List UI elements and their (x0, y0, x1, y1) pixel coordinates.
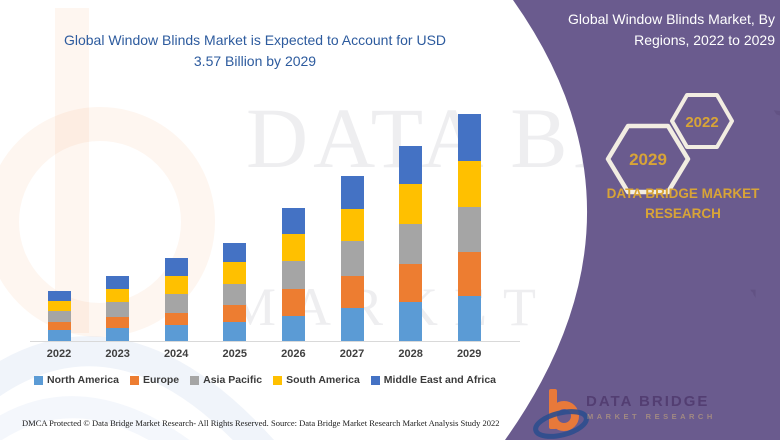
bar-segment-asia-pacific (340, 241, 364, 276)
panel-title: Global Window Blinds Market, By Regions,… (525, 9, 775, 51)
bar-segment-europe (164, 313, 188, 325)
bar-segment-middle-east-and-africa (340, 176, 364, 209)
logo-text-data-bridge: DATA BRIDGE (586, 393, 710, 410)
legend-swatch-icon (190, 375, 200, 385)
bar-segment-asia-pacific (106, 302, 130, 317)
bar-segment-middle-east-and-africa (47, 291, 71, 301)
x-axis-label-2025: 2025 (222, 348, 248, 360)
x-axis-label-2026: 2026 (281, 348, 306, 360)
legend-swatch-icon (129, 375, 139, 385)
bar-segment-europe (457, 252, 481, 296)
logo-text-market-research: MARKET RESEARCH (587, 412, 716, 421)
hexagon-2029-icon (605, 123, 691, 195)
bar-segment-north-america (281, 316, 305, 341)
brand-line1: DATA BRIDGE MARKET (606, 186, 760, 201)
panel-title-line2: Regions, 2022 to 2029 (634, 32, 775, 48)
bar-segment-south-america (457, 161, 481, 207)
brand-line2: RESEARCH (645, 206, 721, 221)
plot-area (30, 100, 520, 342)
legend-swatch-icon (370, 375, 380, 385)
bar-segment-europe (106, 317, 130, 328)
legend-label: Middle East and Africa (383, 374, 497, 386)
bar-2028 (399, 146, 423, 341)
x-axis-label-2024: 2024 (163, 348, 189, 360)
legend-item-europe: Europe (129, 374, 180, 386)
source-note: Source: Data Bridge Market Research Mark… (271, 418, 500, 428)
legend-item-north-america: North America (33, 374, 119, 386)
bar-segment-europe (399, 264, 423, 302)
bar-segment-middle-east-and-africa (281, 208, 305, 234)
bar-segment-north-america (106, 328, 130, 341)
x-axis-label-2022: 2022 (46, 348, 72, 360)
bar-2024 (164, 258, 188, 341)
legend-swatch-icon (273, 375, 283, 385)
chart-title-line2: 3.57 Billion by 2029 (193, 53, 317, 69)
bar-2027 (340, 176, 364, 341)
bar-segment-europe (223, 305, 247, 322)
chart-title-line1: Global Window Blinds Market is Expected … (63, 32, 447, 48)
bar-2022 (47, 291, 71, 341)
legend-item-south-america: South America (273, 374, 360, 386)
bar-segment-asia-pacific (281, 261, 305, 289)
bar-segment-north-america (340, 308, 364, 341)
bar-segment-south-america (281, 234, 305, 261)
bar-segment-north-america (399, 302, 423, 341)
bar-2026 (281, 208, 305, 341)
panel-title-line1: Global Window Blinds Market, By (568, 11, 775, 27)
legend-item-middle-east-and-africa: Middle East and Africa (370, 374, 497, 386)
bar-segment-north-america (47, 330, 71, 341)
hexagon-2029-label: 2029 (629, 150, 667, 169)
legend-label: South America (286, 374, 360, 386)
legend-label: North America (46, 374, 119, 386)
bar-segment-north-america (457, 296, 481, 341)
bar-segment-asia-pacific (457, 207, 481, 252)
bar-segment-north-america (164, 325, 188, 341)
bar-segment-south-america (106, 289, 130, 302)
bar-segment-middle-east-and-africa (399, 146, 423, 184)
x-axis-label-2027: 2027 (339, 348, 365, 360)
bar-2025 (223, 243, 247, 341)
legend-item-asia-pacific: Asia Pacific (190, 374, 262, 386)
bar-2023 (106, 276, 130, 341)
x-axis-label-2023: 2023 (105, 348, 130, 360)
x-axis: 2022 2023 2024 2025 2026 2027 2028 2029 (30, 348, 520, 364)
bar-segment-europe (47, 322, 71, 330)
bar-segment-north-america (223, 322, 247, 341)
x-axis-line (30, 341, 520, 342)
bar-segment-middle-east-and-africa (457, 114, 481, 161)
legend-swatch-icon (33, 375, 43, 385)
bar-segment-south-america (164, 276, 188, 294)
bar-segment-middle-east-and-africa (106, 276, 130, 289)
legend: North America Europe Asia Pacific South Ame… (10, 374, 520, 386)
x-axis-label-2028: 2028 (398, 348, 423, 360)
bar-segment-south-america (223, 262, 247, 284)
chart-title: Global Window Blinds Market is Expected … (20, 30, 490, 72)
bar-segment-asia-pacific (223, 284, 247, 305)
bar-segment-south-america (47, 301, 71, 311)
legend-label: Europe (142, 374, 180, 386)
bar-segment-asia-pacific (164, 294, 188, 313)
brand-text: DATA BRIDGE MARKET RESEARCH (576, 184, 780, 224)
hexagon-2022-label: 2022 (685, 114, 718, 131)
bar-segment-middle-east-and-africa (223, 243, 247, 262)
bar-segment-middle-east-and-africa (164, 258, 188, 276)
bar-segment-south-america (340, 209, 364, 241)
hexagon-2022-icon (670, 93, 734, 149)
bar-2029 (457, 114, 481, 341)
legend-label: Asia Pacific (203, 374, 263, 386)
bar-segment-asia-pacific (47, 311, 71, 322)
bar-segment-europe (281, 289, 305, 316)
dmca-notice: DMCA Protected © Data Bridge Market Rese… (22, 418, 269, 428)
bar-segment-europe (340, 276, 364, 308)
x-axis-label-2029: 2029 (456, 348, 482, 360)
bar-segment-south-america (399, 184, 423, 224)
bar-segment-asia-pacific (399, 224, 423, 264)
